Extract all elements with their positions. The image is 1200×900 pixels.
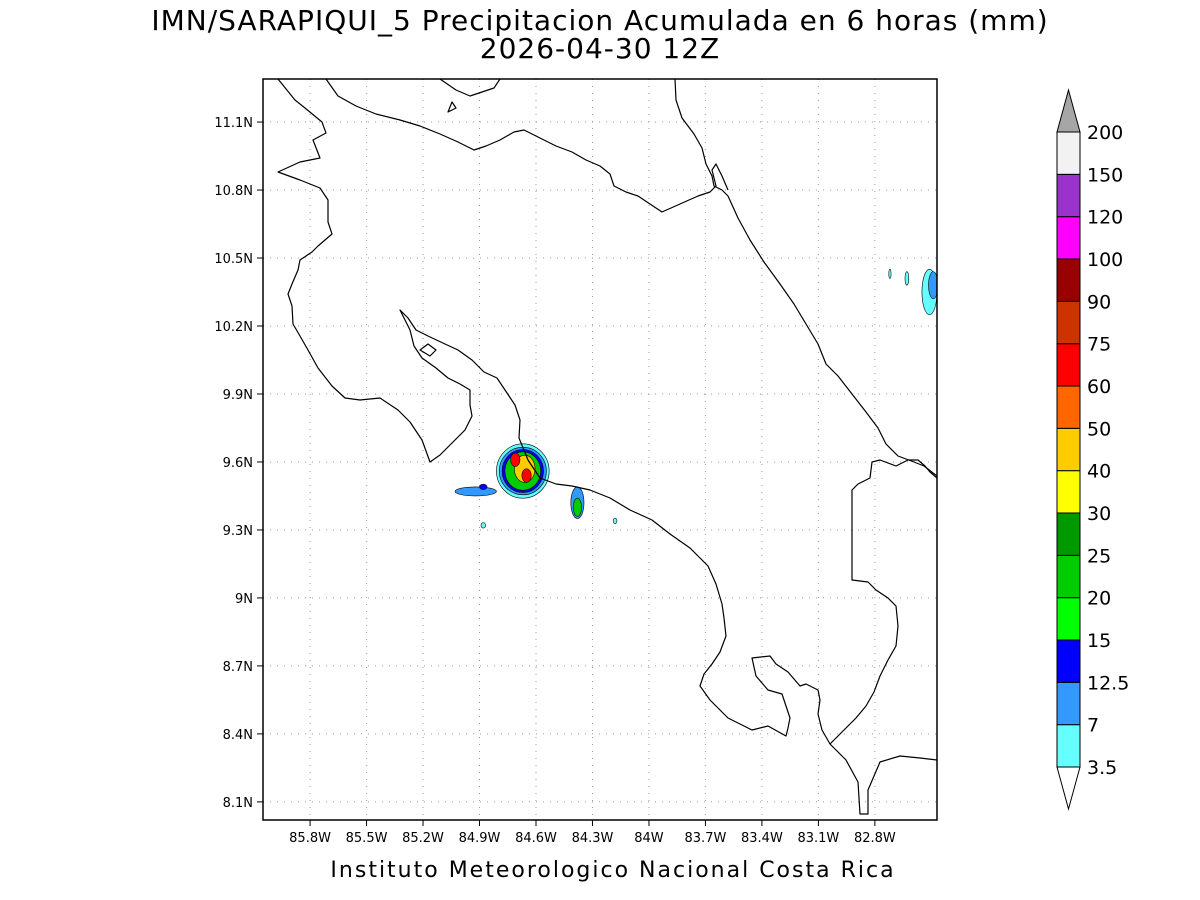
colorbar-label: 7 <box>1087 715 1099 737</box>
coastline-peninsula-tip <box>439 79 501 97</box>
colorbar-label: 50 <box>1087 418 1111 440</box>
lon-tick-label: 84.3W <box>572 831 614 846</box>
lat-tick-label: 10.2N <box>214 320 253 335</box>
colorbar-segment <box>1056 639 1081 683</box>
coastline-south-border <box>829 743 937 815</box>
coastline-pacific <box>277 79 937 745</box>
graticule <box>263 79 937 820</box>
precip-speck-1 <box>480 522 486 529</box>
lon-tick-label: 85.5W <box>346 831 388 846</box>
map-title: IMN/SARAPIQUI_5 Precipitacion Acumulada … <box>151 4 1048 37</box>
colorbar-label: 120 <box>1087 207 1123 229</box>
colorbar-label: 150 <box>1087 164 1123 186</box>
colorbar-segment <box>1056 173 1081 218</box>
colorbar-label: 90 <box>1087 291 1111 313</box>
colorbar-segment <box>1056 681 1081 726</box>
colorbar-label: 40 <box>1087 461 1111 483</box>
precipitation-colorbar: 3.5 7 12.5 15 20 25 30 40 50 60 75 90 100 120 150 200 <box>1056 88 1129 811</box>
colorbar-label: 100 <box>1087 249 1123 271</box>
coastline-layer <box>277 79 937 815</box>
lat-tick-label: 9N <box>235 592 253 607</box>
precip-west-streak-blue <box>479 483 488 490</box>
map-date: 2026-04-30 12Z <box>480 32 720 65</box>
lon-tick-label: 83.4W <box>741 831 783 846</box>
coastline-north <box>325 79 729 213</box>
colorbar-segment <box>1056 300 1081 345</box>
colorbar-segment <box>1056 427 1081 472</box>
lat-tick-label: 10.8N <box>214 184 253 199</box>
colorbar-segment <box>1056 216 1081 260</box>
colorbar-label: 15 <box>1087 630 1111 652</box>
precip-speck-2 <box>612 517 618 524</box>
colorbar-segment <box>1056 131 1081 175</box>
lon-tick-label: 84W <box>634 831 664 846</box>
colorbar-label: 3.5 <box>1087 757 1117 779</box>
colorbar-label: 60 <box>1087 376 1111 398</box>
lon-tick-label: 83.1W <box>797 831 839 846</box>
lon-tick-label: 84.9W <box>459 831 501 846</box>
colorbar-segment <box>1056 343 1081 387</box>
colorbar-segment <box>1056 724 1081 768</box>
precip-west-streak-light <box>454 486 497 497</box>
precip-ne-speck-1 <box>904 271 910 286</box>
lat-tick-label: 11.1N <box>214 116 253 131</box>
lon-tick-label: 85.2W <box>402 831 444 846</box>
coastline-gulf-island <box>419 343 437 357</box>
lat-tick-label: 10.5N <box>214 252 253 267</box>
lon-tick-label: 82.8W <box>854 831 896 846</box>
colorbar-label: 200 <box>1087 122 1123 144</box>
colorbar-segment <box>1056 470 1081 514</box>
colorbar-under-arrow <box>1056 766 1081 811</box>
coastline-caribbean <box>674 79 937 477</box>
colorbar-over-arrow <box>1056 88 1081 133</box>
colorbar-label: 12.5 <box>1087 672 1129 694</box>
colorbar-segment <box>1056 597 1081 641</box>
lon-tick-label: 85.8W <box>289 831 331 846</box>
map-frame <box>262 78 938 821</box>
precip-ne-cell-blue <box>928 271 937 300</box>
colorbar-label: 25 <box>1087 545 1111 567</box>
colorbar-segment <box>1056 258 1081 302</box>
axis-tick-labels: 85.8W 85.5W 85.2W 84.9W 84.6W 84.3W 84W 83.7W 83… <box>214 116 896 846</box>
precip-east-cell-green <box>572 497 582 517</box>
lat-tick-label: 9.3N <box>223 524 253 539</box>
coastline-island <box>447 101 457 113</box>
precip-main-cell-red-south <box>521 468 532 483</box>
colorbar-segment <box>1056 554 1081 599</box>
colorbar-label: 75 <box>1087 334 1111 356</box>
lat-tick-label: 8.1N <box>223 796 253 811</box>
institution-footer: Instituto Meteorologico Nacional Costa R… <box>330 858 895 883</box>
lat-tick-label: 9.6N <box>223 456 253 471</box>
colorbar-segment <box>1056 385 1081 429</box>
precip-main-cell-red-north <box>510 452 521 467</box>
precip-ne-speck-2 <box>888 269 892 279</box>
lat-tick-label: 8.4N <box>223 728 253 743</box>
lon-tick-label: 83.7W <box>685 831 727 846</box>
precipitation-field <box>454 269 937 529</box>
lat-tick-label: 8.7N <box>223 660 253 675</box>
colorbar-label: 20 <box>1087 588 1111 610</box>
colorbar-label: 30 <box>1087 503 1111 525</box>
lat-tick-label: 9.9N <box>223 388 253 403</box>
lon-tick-label: 84.6W <box>515 831 557 846</box>
colorbar-segment <box>1056 512 1081 556</box>
